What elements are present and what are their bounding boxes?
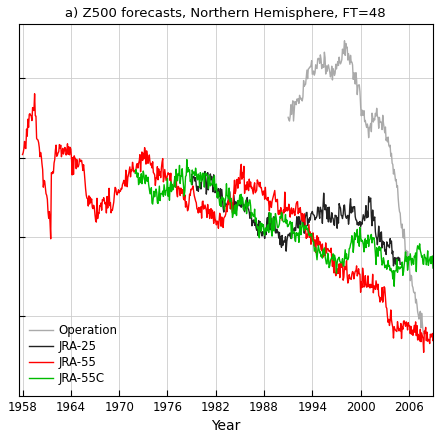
Operation [286, 115, 291, 120]
JRA-25 [241, 204, 246, 209]
JRA-25 [269, 221, 275, 227]
JRA-25 [302, 217, 308, 222]
JRA-25 [200, 174, 205, 179]
Operation [300, 94, 305, 99]
JRA-55C [328, 257, 334, 262]
Line: JRA-55: JRA-55 [22, 94, 440, 379]
JRA-55C [269, 228, 274, 234]
Title: a) Z500 forecasts, Northern Hemisphere, FT=48: a) Z500 forecasts, Northern Hemisphere, … [66, 7, 386, 20]
JRA-55 [413, 319, 418, 325]
JRA-55C [233, 202, 238, 207]
JRA-25 [398, 262, 403, 267]
JRA-55 [20, 152, 25, 157]
Operation [357, 89, 363, 94]
X-axis label: Year: Year [211, 419, 241, 433]
Line: JRA-25: JRA-25 [191, 172, 400, 266]
JRA-55C [132, 171, 138, 176]
JRA-55C [369, 240, 374, 246]
JRA-25 [321, 191, 326, 196]
Operation [387, 144, 392, 149]
JRA-55C [392, 284, 397, 289]
JRA-55 [143, 161, 149, 167]
JRA-25 [189, 172, 194, 177]
Line: Operation: Operation [288, 41, 424, 334]
Operation [421, 331, 426, 337]
JRA-55C [313, 245, 318, 250]
JRA-25 [240, 197, 245, 202]
JRA-55 [99, 200, 104, 205]
Operation [342, 38, 347, 44]
Operation [355, 92, 360, 97]
Operation [322, 50, 327, 55]
Operation [422, 330, 427, 336]
JRA-55 [238, 161, 244, 167]
JRA-55 [32, 91, 37, 96]
JRA-25 [202, 169, 208, 174]
JRA-55 [180, 190, 185, 195]
JRA-55C [426, 263, 431, 268]
Line: JRA-55C: JRA-55C [135, 160, 440, 286]
Legend: Operation, JRA-25, JRA-55, JRA-55C: Operation, JRA-25, JRA-55, JRA-55C [24, 319, 122, 390]
JRA-55 [397, 326, 402, 332]
JRA-25 [391, 263, 396, 268]
Operation [308, 63, 314, 68]
JRA-55C [184, 157, 190, 162]
